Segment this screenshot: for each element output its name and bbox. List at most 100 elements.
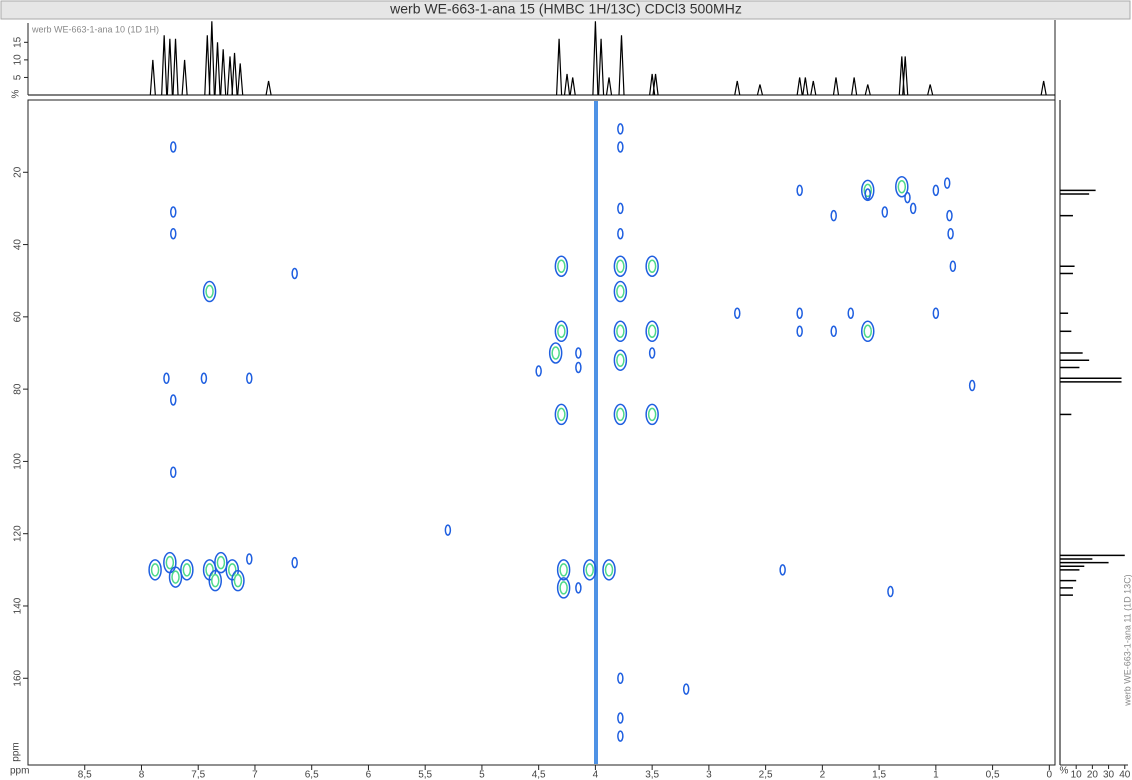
t1-noise-streak [594, 101, 598, 764]
cross-peak [180, 559, 194, 581]
x-tick-label: 5,5 [418, 770, 432, 780]
x-tick-label: 7 [252, 770, 258, 780]
cross-peak [861, 320, 875, 343]
cross-peak [246, 553, 253, 565]
y-tick-label: 60 [13, 311, 24, 323]
peak [802, 77, 809, 96]
cross-peak [170, 466, 177, 479]
y-axis-label: ppm [11, 742, 22, 761]
cross-peak [291, 556, 298, 569]
cross-peak [861, 179, 875, 202]
cross-peak [947, 227, 954, 240]
y-tick-label: 15 [13, 36, 24, 48]
peak [214, 42, 221, 96]
cross-peak [682, 683, 690, 695]
cross-peak [613, 255, 628, 277]
y-tick-label: 160 [13, 669, 24, 686]
title-bar [0, 0, 1131, 20]
cross-peak [170, 394, 177, 406]
cross-peak [214, 551, 228, 574]
peak [734, 80, 741, 96]
cross-peak [613, 280, 628, 303]
peak [1040, 80, 1047, 96]
x-tick-label: 4,5 [532, 770, 546, 780]
peak [927, 84, 934, 96]
peak [652, 73, 659, 96]
peak [555, 38, 563, 96]
peak [864, 84, 871, 96]
cross-peak [932, 307, 940, 319]
chart-title: werb WE-663-1-ana 15 (HMBC 1H/13C) CDCl3… [389, 1, 742, 17]
peak [902, 56, 909, 96]
cross-peak [246, 372, 253, 385]
cross-peak [617, 672, 624, 685]
peak [226, 56, 234, 96]
x-tick-label: 6,5 [305, 770, 319, 780]
cross-peak-core [616, 407, 625, 422]
cross-peak [864, 188, 872, 200]
cross-peak [847, 307, 854, 319]
cross-peak [617, 202, 624, 215]
top-y-axis-label: % [11, 89, 22, 98]
cross-peak-core [647, 324, 657, 339]
x-tick-label: 3,5 [645, 770, 659, 780]
peak [172, 38, 179, 96]
cross-peak-core [604, 563, 614, 577]
cross-peak-core [210, 573, 220, 588]
y-tick-label: 40 [13, 239, 24, 251]
peak [231, 52, 238, 96]
cross-peak [613, 349, 628, 371]
y-tick-label: 140 [13, 597, 24, 614]
cross-peak [548, 342, 563, 364]
cross-peak [645, 320, 659, 343]
peak [563, 73, 571, 96]
cross-peak [575, 347, 582, 359]
cross-peak [170, 206, 177, 218]
cross-peak [582, 559, 597, 581]
cross-peak [208, 569, 222, 592]
cross-peak-core [559, 563, 568, 577]
x-tick-label: 20 [1087, 770, 1099, 780]
cross-peak [200, 372, 208, 385]
cross-peak [556, 577, 571, 599]
cross-peak-core [182, 563, 192, 577]
x-tick-label: 10 [1071, 770, 1083, 780]
x-tick-label: 6 [366, 770, 372, 780]
x-tick-label: 2,5 [759, 770, 773, 780]
x-tick-label: 8,5 [78, 770, 92, 780]
cross-peak [535, 365, 542, 377]
cross-peak-core [228, 563, 237, 577]
peak [618, 35, 625, 96]
cross-peak-core [557, 324, 566, 339]
cross-peak-core [897, 179, 907, 194]
x-tick-label: 30 [1103, 770, 1115, 780]
cross-peak [613, 403, 628, 426]
cross-peak-core [647, 259, 657, 273]
x-tick-label: 4 [593, 770, 599, 780]
cross-peak-core [205, 563, 214, 577]
cross-peak [909, 202, 917, 215]
x-tick-label: 3 [706, 770, 712, 780]
cross-peak-core [205, 284, 214, 299]
cross-peak [575, 582, 582, 594]
cross-peak-core [233, 573, 243, 588]
x-tick-label: 8 [139, 770, 145, 780]
cross-peak [554, 320, 569, 343]
y-tick-label: 80 [13, 383, 24, 395]
cross-peak [617, 141, 624, 153]
cross-peak [796, 307, 803, 319]
cross-peak [170, 141, 177, 153]
x-axis-label: ppm [10, 766, 29, 777]
x-tick-label: 0 [1047, 770, 1053, 780]
cross-peak [946, 209, 953, 222]
peak [181, 59, 188, 96]
peak [592, 21, 599, 96]
x-tick-label: 40 [1119, 770, 1131, 780]
y-tick-label: 10 [13, 54, 24, 66]
cross-peak [163, 372, 170, 385]
peak [166, 38, 173, 96]
cross-peak [645, 255, 659, 277]
peak [597, 38, 605, 96]
cross-peak [830, 325, 837, 338]
x-tick-label: 2 [820, 770, 826, 780]
